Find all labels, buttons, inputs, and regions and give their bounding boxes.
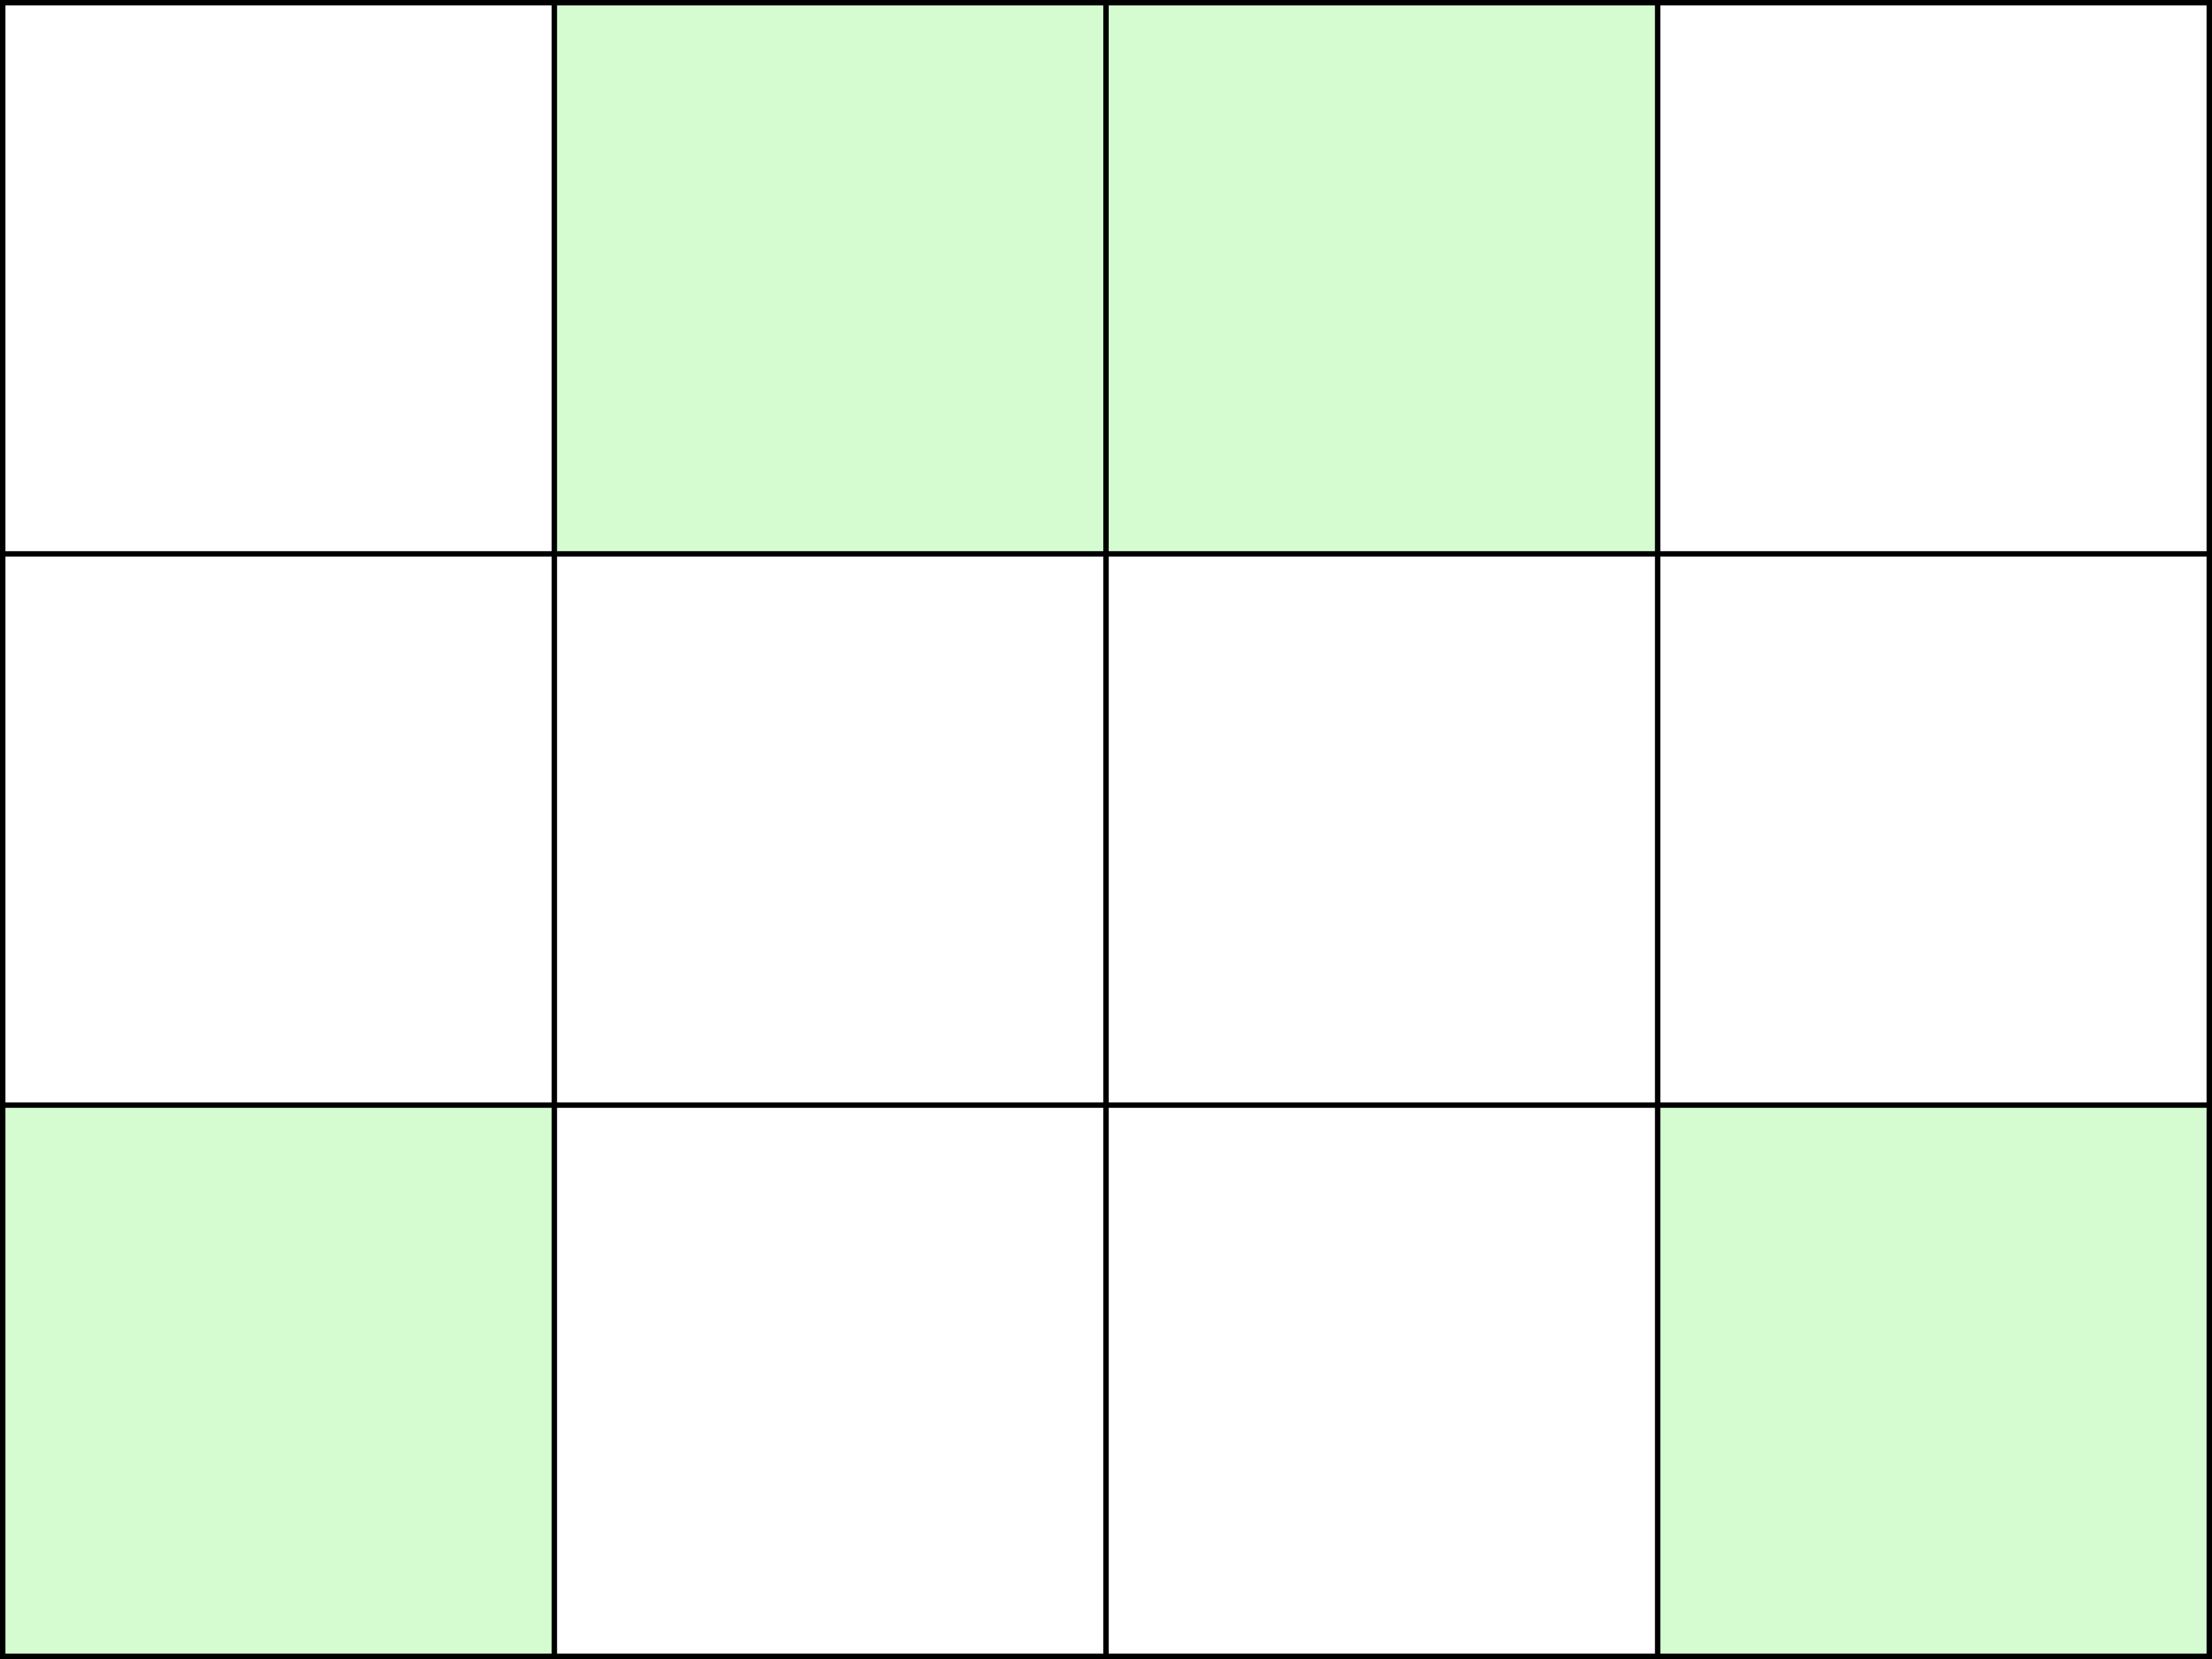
- grid-cell-r3-c3-empty: [1106, 1105, 1658, 1656]
- grid-cell-r1-c2-filled: [554, 3, 1106, 554]
- grid-cell-r2-c2-empty: [554, 554, 1106, 1105]
- grid-cell-r1-c3-filled: [1106, 3, 1658, 554]
- grid-cell-r2-c1-empty: [3, 554, 555, 1105]
- grid-cell-r3-c2-empty: [554, 1105, 1106, 1656]
- grid-cell-r1-c4-empty: [1657, 3, 2209, 554]
- grid-cell-r3-c4-filled: [1657, 1105, 2209, 1656]
- grid-cell-r2-c4-empty: [1657, 554, 2209, 1105]
- grid-cell-r2-c3-empty: [1106, 554, 1658, 1105]
- grid-cell-r1-c1-empty: [3, 3, 555, 554]
- grid-cell-r3-c1-filled: [3, 1105, 555, 1656]
